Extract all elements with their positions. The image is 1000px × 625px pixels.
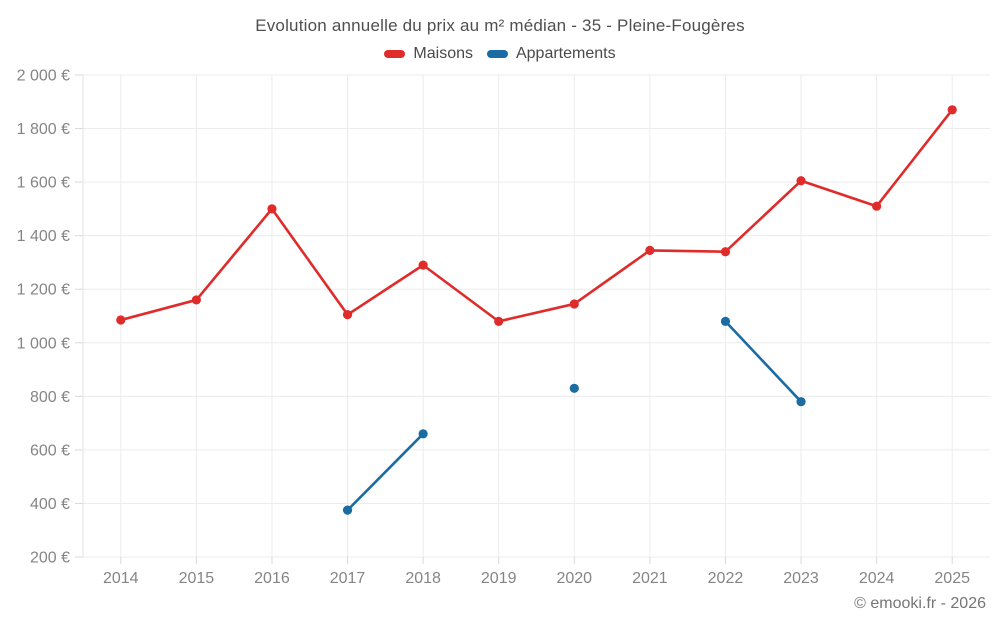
maisons-point-2016[interactable]	[267, 204, 277, 214]
appartements-point-2020[interactable]	[569, 383, 579, 393]
y-axis-label: 1 600 €	[17, 175, 70, 192]
x-axis-label: 2018	[405, 570, 441, 587]
y-axis-label: 1 000 €	[17, 335, 70, 352]
y-axis-label: 600 €	[30, 442, 70, 459]
legend-label-appartements: Appartements	[515, 45, 616, 62]
maisons-swatch-icon	[384, 50, 406, 58]
x-axis-label: 2019	[481, 570, 517, 587]
x-axis-label: 2016	[254, 570, 290, 587]
y-axis-label: 1 800 €	[17, 121, 70, 138]
x-axis-label: 2025	[934, 570, 970, 587]
maisons-line	[119, 108, 954, 323]
x-axis-label: 2022	[708, 570, 744, 587]
maisons-point-2018[interactable]	[418, 260, 428, 270]
maisons-point-2014[interactable]	[116, 315, 126, 325]
y-axis-label: 1 200 €	[17, 282, 70, 299]
copyright: © emooki.fr - 2026	[854, 595, 986, 612]
legend-item-appartements[interactable]: Appartements	[486, 45, 616, 63]
maisons-point-2021[interactable]	[645, 245, 655, 255]
chart-title: Evolution annuelle du prix au m² médian …	[255, 16, 745, 35]
x-axis-label: 2023	[783, 570, 819, 587]
maisons-point-2025[interactable]	[947, 105, 957, 115]
y-axis-label: 200 €	[30, 550, 70, 567]
appartements-point-2022[interactable]	[720, 316, 731, 326]
maisons-point-2015[interactable]	[191, 295, 201, 305]
y-axis-label: 2 000 €	[17, 68, 70, 85]
y-axis-label: 800 €	[30, 389, 70, 406]
legend-label-maisons: Maisons	[413, 45, 473, 62]
x-axis-label: 2021	[632, 570, 668, 587]
x-axis-label: 2017	[330, 570, 366, 587]
x-axis-label: 2015	[179, 570, 215, 587]
maisons-point-2020[interactable]	[569, 299, 579, 309]
maisons-point-2023[interactable]	[796, 176, 806, 186]
maisons-point-2019[interactable]	[494, 316, 504, 326]
maisons-point-2024[interactable]	[872, 201, 882, 211]
x-axis-label: 2020	[556, 570, 592, 587]
appartements-point-2018[interactable]	[418, 429, 428, 439]
maisons-point-2017[interactable]	[342, 310, 353, 320]
appartements-point-2017[interactable]	[342, 505, 353, 515]
appartements-point-2023[interactable]	[796, 397, 806, 407]
x-axis-label: 2014	[103, 570, 139, 587]
x-axis-label: 2024	[859, 570, 895, 587]
appartements-line	[346, 432, 425, 512]
y-axis-label: 400 €	[30, 496, 70, 513]
appartements-swatch-icon	[486, 50, 508, 58]
legend-item-maisons[interactable]: Maisons	[384, 45, 473, 63]
maisons-point-2022[interactable]	[720, 247, 731, 257]
legend: Maisons Appartements	[0, 45, 1000, 63]
y-axis-label: 1 400 €	[17, 228, 70, 245]
appartements-line	[724, 320, 803, 403]
